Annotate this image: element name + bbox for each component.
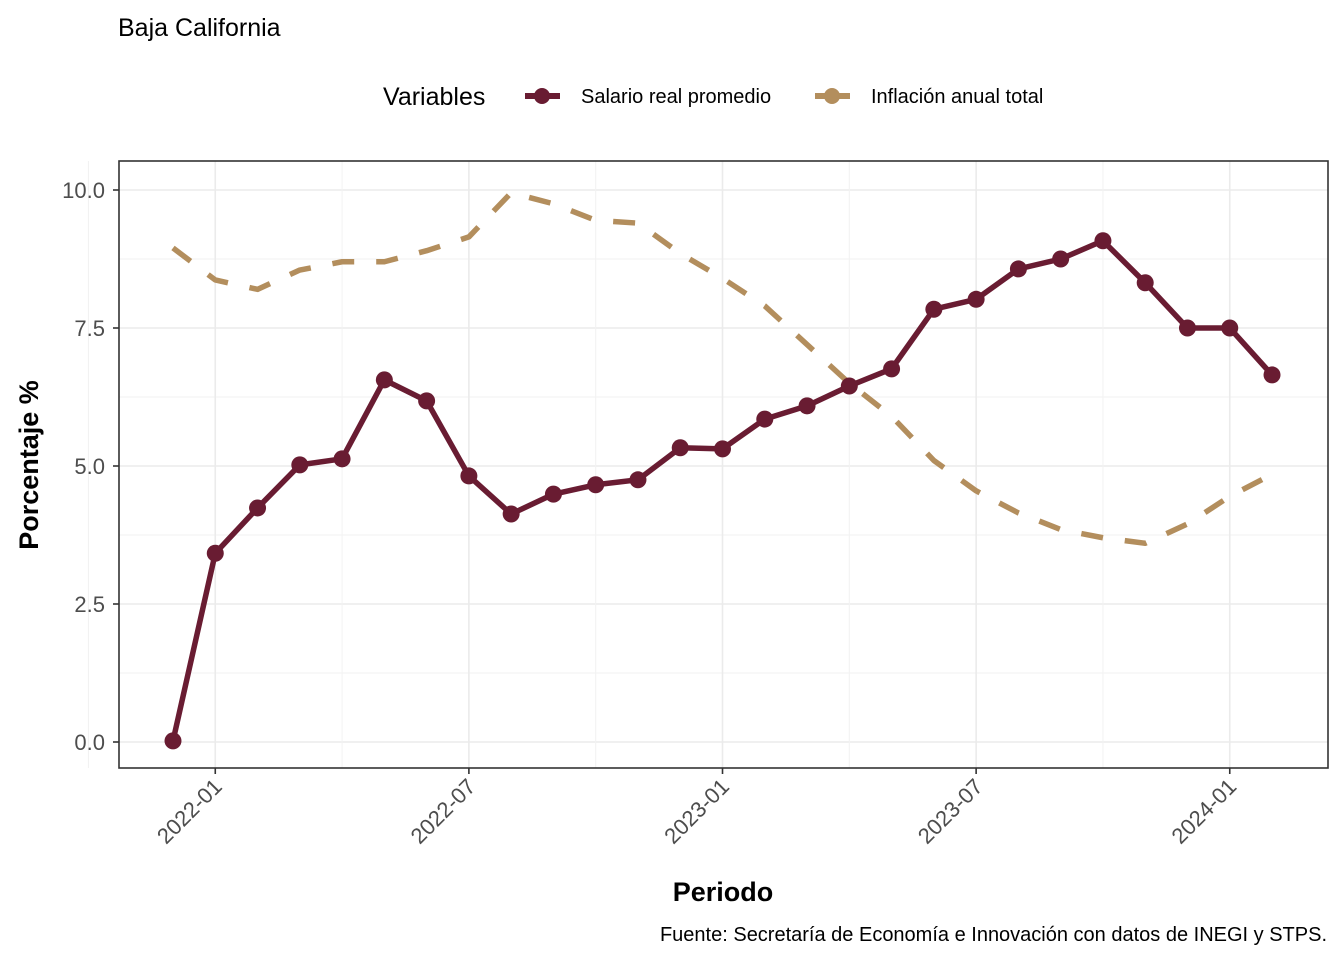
x-tick-label: 2022-07 [406,774,481,849]
data-point-salario [925,300,943,318]
legend-label-inflacion: Inflación anual total [871,86,1043,108]
y-tick-label: 2.5 [74,592,105,617]
data-point-salario [671,439,689,457]
data-point-salario [1221,319,1239,337]
x-axis-title: Periodo [673,877,774,907]
data-point-salario [291,456,309,474]
data-point-salario [206,544,224,562]
data-point-salario [1263,366,1281,384]
data-point-salario [249,499,267,517]
y-tick-label: 10.0 [62,178,105,203]
panel-border [118,160,1329,769]
series-line-inflacion [171,190,1274,547]
data-point-salario [544,485,562,503]
data-point-salario [798,397,816,415]
series-layer [164,190,1281,750]
legend-item-inflacion[interactable]: Inflación anual total [815,86,1043,108]
data-point-salario [756,410,774,428]
data-point-salario [629,471,647,489]
data-point-salario [587,476,605,494]
data-point-salario [418,392,436,410]
legend-key-point-salario [534,88,550,104]
data-point-salario [502,505,520,523]
legend-key-point-inflacion [824,88,840,104]
data-point-salario [460,467,478,485]
y-tick-label: 5.0 [74,454,105,479]
data-point-salario [714,440,732,458]
data-point-salario [1052,250,1070,268]
y-axis-title: Porcentaje % [14,380,44,550]
x-axis: 2022-01 2022-07 2023-01 2023-07 2024-01 [152,768,1241,849]
data-point-salario [1094,232,1112,250]
chart-title: Baja California [118,14,281,42]
legend-title: Variables [383,83,485,111]
x-tick-label: 2023-07 [913,774,988,849]
legend: Variables Salario real promedio Inflació… [383,83,1043,111]
data-point-salario [1178,319,1196,337]
x-tick-label: 2024-01 [1167,774,1242,849]
data-point-salario [164,732,182,750]
data-point-salario [1009,260,1027,278]
x-tick-label: 2023-01 [659,774,734,849]
data-point-salario [840,377,858,395]
y-tick-label: 7.5 [74,316,105,341]
data-point-salario [967,290,985,308]
data-point-salario [375,371,393,389]
x-tick-label: 2022-01 [152,774,227,849]
legend-item-salario[interactable]: Salario real promedio [525,86,771,108]
data-point-salario [883,360,901,378]
data-point-salario [333,450,351,468]
data-point-salario [1136,274,1154,292]
y-tick-label: 0.0 [74,730,105,755]
gridlines [87,161,1328,768]
y-axis: 0.0 2.5 5.0 7.5 10.0 [62,178,119,755]
caption: Fuente: Secretaría de Economía e Innovac… [660,924,1327,946]
legend-label-salario: Salario real promedio [581,86,771,108]
